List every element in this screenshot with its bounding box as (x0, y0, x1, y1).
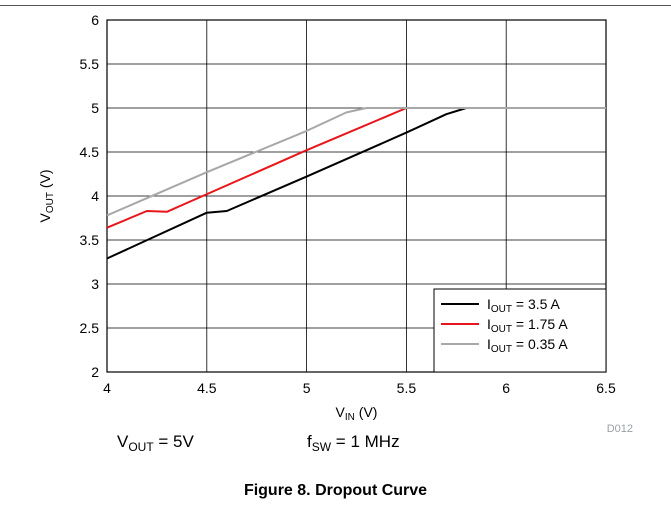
vout-condition-sub: OUT (128, 440, 154, 454)
x-tick-label: 6.5 (596, 380, 616, 396)
legend-label-sub: OUT (491, 324, 512, 335)
fsw-condition-main: f (307, 432, 312, 451)
series-line (106, 107, 606, 217)
fsw-condition-rest: = 1 MHz (331, 432, 400, 451)
legend-label-rest: = 1.75 A (512, 316, 568, 332)
legend-label: IOUT = 1.75 A (487, 316, 568, 335)
x-axis-label-unit: (V) (355, 404, 378, 420)
legend-label-main: I (487, 336, 491, 352)
x-tick-label: 4.5 (197, 380, 217, 396)
x-axis-label-main: V (336, 404, 346, 420)
x-axis-label: VIN (V) (336, 404, 378, 423)
series-line (106, 107, 606, 229)
y-tick-label: 5 (91, 100, 99, 116)
y-tick-label: 2.5 (80, 320, 100, 336)
x-tick-label: 5.5 (397, 380, 417, 396)
y-axis-label-main: V (37, 213, 53, 223)
legend-label-main: I (487, 316, 491, 332)
y-tick-label: 2 (91, 364, 99, 380)
legend-label: IOUT = 0.35 A (487, 336, 568, 355)
y-axis-label-unit: (V) (37, 169, 53, 192)
y-tick-label: 4 (91, 188, 99, 204)
legend-label-sub: OUT (491, 304, 512, 315)
figure-code: D012 (607, 423, 633, 435)
fsw-condition: fSW = 1 MHz (307, 432, 400, 454)
y-tick-label: 5.5 (80, 56, 100, 72)
vout-condition-rest: = 5V (153, 432, 194, 451)
figure-caption: Figure 8. Dropout Curve (243, 482, 428, 499)
x-axis-label-sub: IN (345, 412, 355, 423)
y-tick-label: 3.5 (80, 232, 100, 248)
y-axis-label: VOUT (V) (37, 169, 56, 222)
top-rule (0, 5, 671, 6)
vout-condition: VOUT = 5V (117, 432, 194, 454)
x-tick-label: 6 (502, 380, 510, 396)
plot-frame (106, 19, 607, 373)
series-line (106, 107, 606, 260)
fsw-condition-sub: SW (311, 440, 332, 454)
vout-condition-main: V (117, 432, 129, 451)
y-tick-label: 6 (91, 12, 99, 28)
y-tick-label: 3 (91, 276, 99, 292)
x-tick-label: 4 (103, 380, 111, 396)
legend-label: IOUT = 3.5 A (487, 296, 561, 315)
legend-label-rest: = 0.35 A (512, 336, 568, 352)
legend-label-main: I (487, 296, 491, 312)
y-tick-label: 4.5 (80, 144, 100, 160)
legend-label-rest: = 3.5 A (512, 296, 561, 312)
legend-box (433, 288, 607, 373)
x-tick-label: 5 (303, 380, 311, 396)
legend-label-sub: OUT (491, 344, 512, 355)
y-axis-label-sub: OUT (45, 192, 56, 213)
